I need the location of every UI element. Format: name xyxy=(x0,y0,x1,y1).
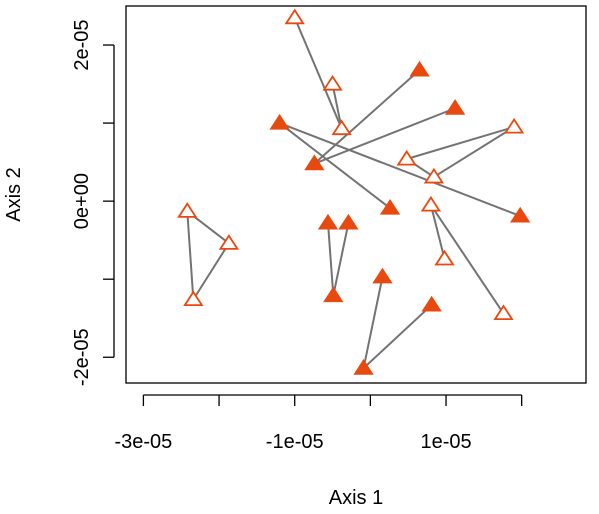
segments-layer xyxy=(186,17,521,369)
open-triangle-point xyxy=(434,249,455,266)
y-axis-label: Axis 2 xyxy=(3,167,25,221)
filled-triangle-point xyxy=(338,213,359,230)
open-triangle-point xyxy=(420,195,442,212)
y-axis: -2e-05 0e+00 2e-05 xyxy=(71,19,115,386)
connector-line xyxy=(433,126,515,178)
connector-line xyxy=(278,122,391,209)
x-tick-label: -1e-05 xyxy=(266,431,324,453)
connector-line xyxy=(406,126,515,160)
filled-triangle-point xyxy=(323,286,344,303)
y-tick-label: -2e-05 xyxy=(71,328,93,386)
open-triangle-point xyxy=(331,119,352,136)
open-triangle-point xyxy=(183,290,204,307)
x-axis: -3e-05 -1e-05 1e-05 xyxy=(114,394,523,453)
connector-line xyxy=(331,83,343,129)
filled-triangle-point xyxy=(372,267,393,284)
filled-triangle-point xyxy=(409,60,430,77)
filled-triangle-point xyxy=(510,206,531,223)
filled-triangle-point xyxy=(444,99,466,115)
open-triangle-point xyxy=(503,117,525,134)
open-triangle-point xyxy=(423,167,445,184)
filled-triangle-point xyxy=(304,154,325,171)
connector-line xyxy=(362,276,384,369)
connector-line xyxy=(293,17,343,129)
open-triangle-point xyxy=(284,8,305,25)
connector-line xyxy=(279,122,521,217)
connector-line xyxy=(313,69,421,165)
open-triangle-point xyxy=(218,234,240,250)
y-tick-label: 0e+00 xyxy=(71,173,93,229)
x-tick-label: 1e-05 xyxy=(420,431,471,453)
connector-line xyxy=(430,204,505,315)
open-triangle-point xyxy=(396,149,417,166)
connector-line xyxy=(186,211,195,300)
filled-triangle-point xyxy=(379,199,401,215)
plot-frame xyxy=(125,5,587,384)
x-tick-label: -3e-05 xyxy=(114,431,172,453)
connector-line xyxy=(332,222,350,296)
filled-triangle-point xyxy=(421,295,442,312)
open-triangle-point xyxy=(493,304,514,321)
y-tick-label: 2e-05 xyxy=(71,19,93,70)
filled-triangle-point xyxy=(317,213,339,230)
connector-line xyxy=(429,204,446,260)
connector-line xyxy=(192,242,230,301)
connector-line xyxy=(327,222,335,296)
points-layer xyxy=(177,8,531,375)
connector-line xyxy=(314,107,456,165)
filled-triangle-point xyxy=(353,359,374,375)
open-triangle-point xyxy=(322,74,343,91)
open-triangle-point xyxy=(177,202,198,218)
filled-triangle-point xyxy=(269,113,290,130)
connector-line xyxy=(362,304,433,369)
x-axis-label: Axis 1 xyxy=(329,487,383,509)
